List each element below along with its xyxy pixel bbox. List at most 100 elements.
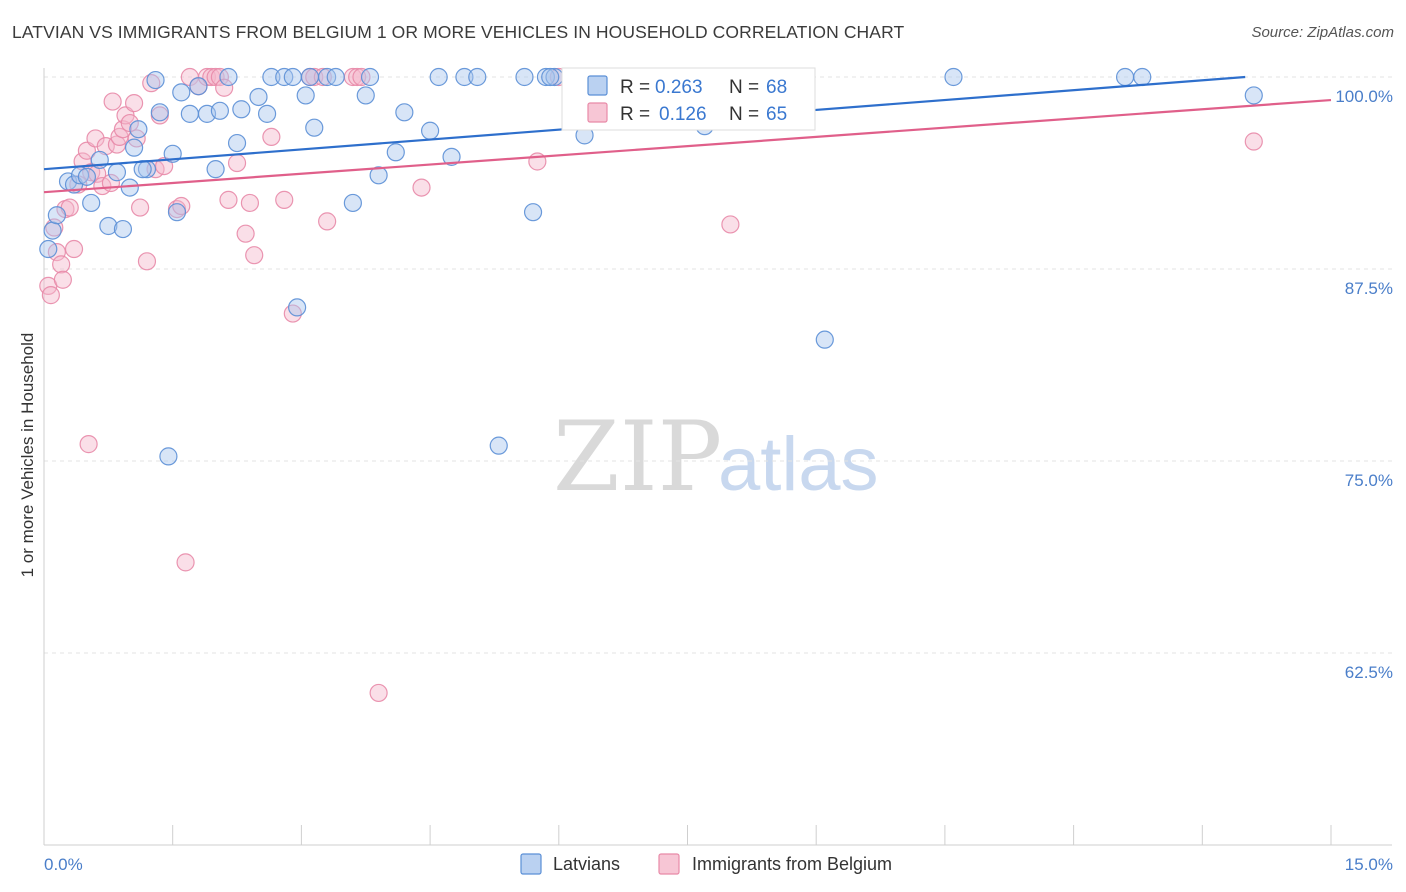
latvians-point-34 [296, 86, 315, 105]
belgium-point-5 [53, 270, 72, 289]
latvians-point-13 [129, 120, 148, 139]
latvians-point-30 [257, 104, 277, 123]
watermark: ZIP atlas [553, 401, 879, 513]
latvians-point-39 [343, 193, 362, 213]
belgium-point-19 [103, 92, 122, 111]
latvians-point-16 [150, 103, 169, 122]
bottom-legend-label-latvians: Latvians [553, 854, 620, 874]
latvians-point-20 [172, 83, 191, 102]
belgium-point-14 [86, 129, 105, 148]
latvians-point-42 [369, 166, 388, 185]
latvians-point-59 [815, 330, 834, 349]
belgium-point-63 [721, 215, 740, 234]
latvians-point-67 [541, 67, 560, 87]
watermark-atlas: atlas [718, 422, 879, 507]
belgium-point-44 [227, 153, 247, 173]
bottom-legend-swatch-latvians [520, 853, 542, 875]
latvians-point-63 [1244, 86, 1263, 105]
belgium-point-8 [64, 239, 84, 259]
belgium-point-32 [155, 156, 174, 176]
latvians-point-24 [206, 160, 225, 179]
x-tick-label-0: 0.0% [44, 855, 83, 874]
latvians-point-64 [39, 239, 58, 259]
legend-swatch-latvians [587, 75, 608, 96]
latvians-point-60 [944, 67, 963, 87]
latvians-point-1 [47, 206, 66, 225]
legend-r-label-belgium: R = [620, 104, 650, 125]
latvians-point-6 [82, 193, 101, 213]
latvians-point-65 [133, 160, 152, 179]
latvians-point-31 [262, 67, 281, 87]
latvians-point-36 [305, 118, 324, 137]
belgium-point-58 [369, 683, 388, 703]
latvians-point-43 [386, 143, 405, 162]
source-label: Source: ZipAtlas.com [1251, 24, 1394, 41]
latvians-point-11 [120, 178, 139, 197]
belgium-point-48 [262, 127, 281, 147]
grid-lines [44, 76, 1392, 654]
belgium-point-64 [1244, 132, 1263, 151]
latvians-point-8 [99, 216, 118, 236]
latvians-point-19 [167, 203, 187, 222]
latvians-point-29 [249, 87, 268, 107]
trend-line-belgium [43, 98, 1332, 194]
latvians-point-52 [523, 203, 543, 222]
y-tick-label-0: 62.5% [1345, 663, 1393, 682]
bottom-legend-swatch-belgium [658, 853, 680, 875]
latvians-point-51 [515, 67, 534, 87]
latvians-point-26 [219, 67, 238, 87]
latvians-point-21 [180, 104, 199, 123]
y-tick-label-1: 75.0% [1345, 471, 1393, 490]
legend-r-value-belgium: 0.126 [659, 104, 707, 125]
latvians-point-17 [159, 447, 178, 466]
latvians-point-50 [489, 436, 508, 455]
latvians-point-49 [468, 67, 487, 87]
belgium-point-11 [77, 141, 97, 160]
tick-labels: 62.5% 75.0% 87.5% 100.0% 0.0% 15.0% [44, 87, 1393, 874]
belgium-point-54 [318, 212, 337, 231]
latvians-point-66 [283, 67, 302, 87]
legend-n-value-latvians: 68 [766, 77, 787, 98]
belgium-point-42 [215, 78, 234, 97]
belgium-point-59 [412, 178, 431, 197]
latvians-point-41 [360, 67, 380, 87]
belgium-point-53 [313, 67, 332, 87]
belgium-point-46 [240, 193, 260, 213]
series-belgium-points [39, 67, 1263, 703]
latvians-point-38 [326, 67, 345, 87]
latvians-point-22 [189, 77, 208, 96]
latvians-point-33 [288, 298, 307, 317]
belgium-point-4 [52, 255, 71, 274]
belgium-point-35 [176, 553, 195, 572]
x-tick-label-1: 15.0% [1345, 855, 1393, 874]
latvians-point-62 [1133, 67, 1152, 87]
latvians-point-61 [1115, 67, 1135, 87]
belgium-point-49 [275, 190, 294, 209]
latvians-point-48 [455, 67, 474, 87]
belgium-point-1 [41, 286, 60, 305]
series-legend: Latvians Immigrants from Belgium [520, 853, 892, 875]
latvians-point-0 [43, 221, 62, 240]
bottom-legend-label-belgium: Immigrants from Belgium [692, 854, 892, 874]
latvians-point-35 [300, 67, 320, 87]
belgium-point-22 [113, 120, 133, 139]
belgium-point-56 [348, 67, 367, 87]
axes [43, 68, 1392, 846]
latvians-point-45 [421, 121, 440, 140]
latvians-point-25 [210, 101, 229, 120]
chart-title: LATVIAN VS IMMIGRANTS FROM BELGIUM 1 OR … [12, 22, 905, 42]
latvians-point-10 [113, 219, 133, 239]
belgium-point-25 [124, 94, 144, 113]
latvians-point-47 [442, 147, 461, 166]
belgium-point-47 [245, 246, 264, 265]
legend-r-label-latvians: R = [620, 77, 650, 98]
latvians-point-5 [77, 167, 97, 186]
legend-swatch-belgium [587, 102, 608, 123]
belgium-point-28 [137, 252, 157, 271]
y-tick-label-2: 87.5% [1345, 279, 1393, 298]
belgium-point-43 [219, 190, 238, 209]
latvians-point-46 [429, 67, 448, 87]
watermark-zip: ZIP [553, 401, 722, 513]
latvians-point-12 [124, 138, 144, 157]
